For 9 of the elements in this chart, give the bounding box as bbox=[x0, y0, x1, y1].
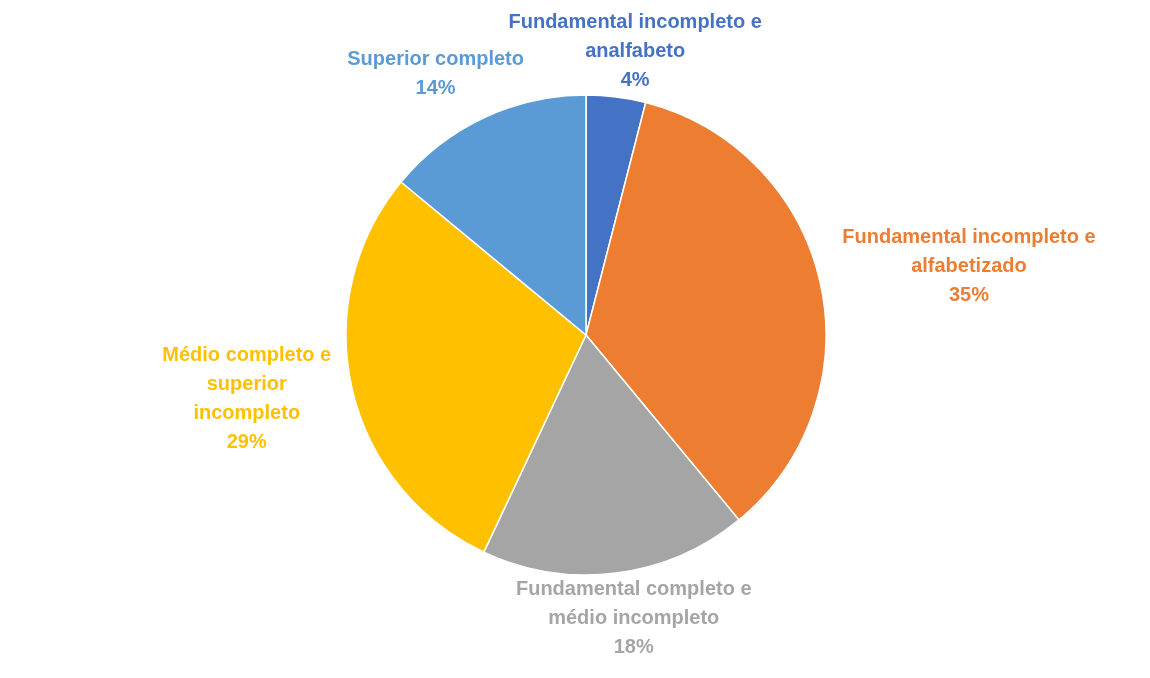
slice-label: Superior completo bbox=[347, 46, 524, 69]
data-label: 4% bbox=[620, 68, 650, 90]
data-label: 35% bbox=[948, 282, 990, 305]
slice-label: Médio completo e superior incompleto bbox=[162, 342, 332, 423]
data-label: 18% bbox=[613, 635, 655, 657]
slice-label: Fundamental incompleto e alfabetizado bbox=[842, 224, 1096, 276]
data-label: 29% bbox=[226, 429, 267, 452]
slice-label: Fundamental completo e médio incompleto bbox=[515, 577, 752, 628]
data-label: 14% bbox=[415, 75, 456, 98]
